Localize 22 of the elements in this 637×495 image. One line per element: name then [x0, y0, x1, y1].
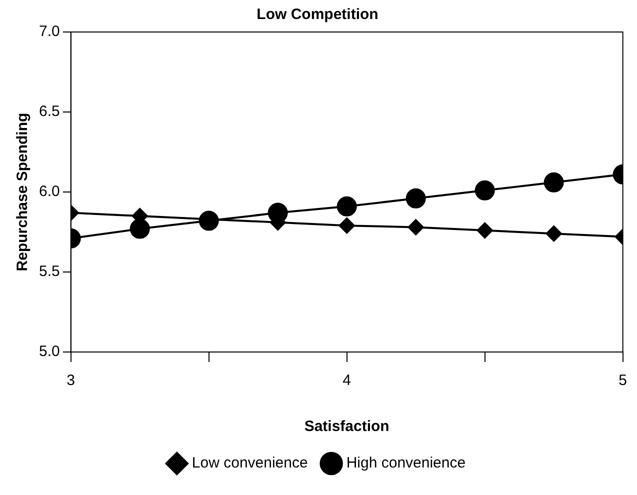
point: [476, 222, 493, 238]
x-tick-label: 3: [66, 372, 76, 390]
legend-label: Low convenience: [192, 454, 308, 472]
legend-label: High convenience: [346, 454, 466, 472]
y-axis-title: Repurchase Spending: [14, 112, 32, 272]
y-tick-label: 5.5: [38, 263, 60, 280]
x-tick-label: 5: [618, 372, 627, 390]
point: [474, 180, 495, 200]
point: [336, 196, 357, 216]
x-tick-label: 4: [342, 372, 352, 390]
x-axis-title: Satisfaction: [304, 418, 390, 436]
point: [408, 219, 424, 236]
y-tick-label: 6.5: [38, 103, 60, 120]
y-tick-label: 7.0: [38, 23, 60, 40]
y-tick-label: 6.0: [38, 183, 60, 200]
point: [544, 172, 564, 192]
point: [130, 218, 150, 239]
point: [546, 226, 562, 242]
chart-title: Low Competition: [256, 6, 378, 24]
point: [406, 188, 426, 208]
y-tick-label: 5.0: [38, 343, 60, 360]
point: [338, 218, 355, 234]
